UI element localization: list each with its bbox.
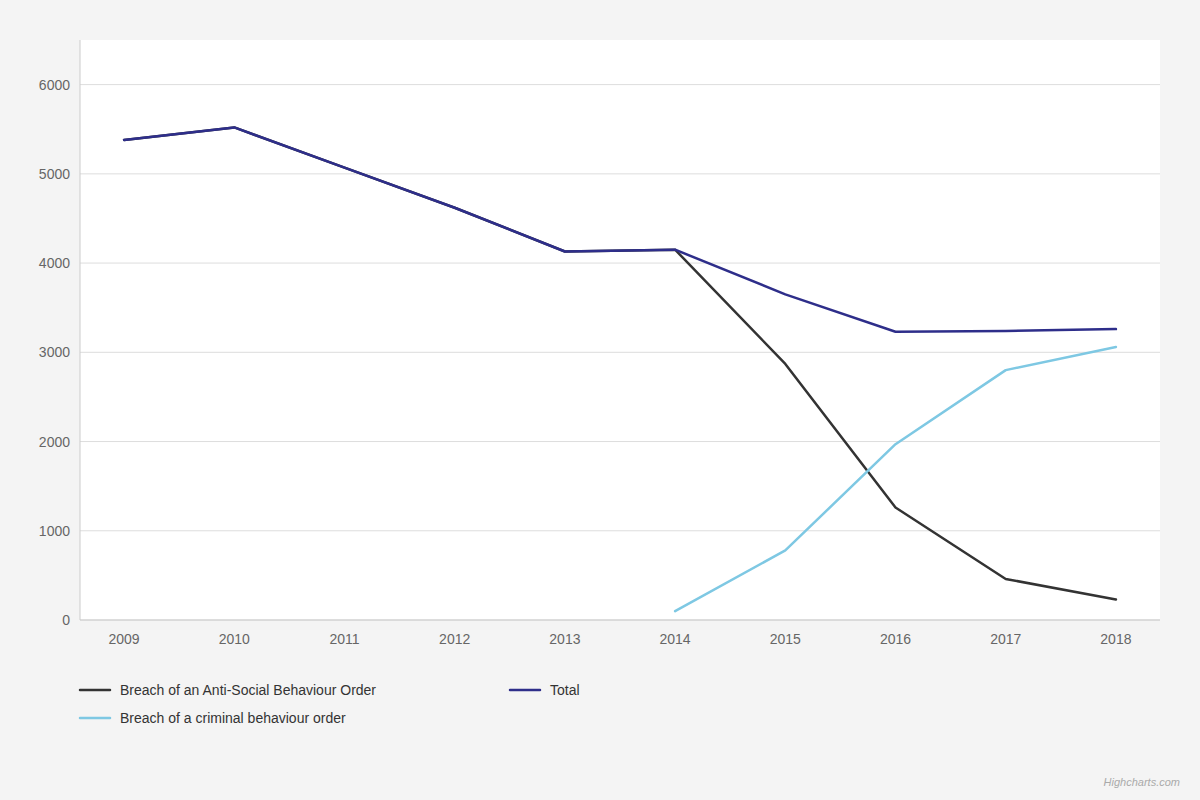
y-tick-label: 2000	[39, 434, 70, 450]
grid-line	[80, 352, 1160, 353]
grid-line	[80, 620, 1160, 621]
legend-swatch	[510, 689, 540, 692]
y-tick-label: 4000	[39, 255, 70, 271]
legend-swatch	[80, 689, 110, 692]
grid-line	[80, 530, 1160, 531]
legend: Breach of an Anti-Social Behaviour Order…	[80, 682, 580, 726]
x-tick-label: 2012	[439, 631, 470, 647]
x-axis-line	[80, 620, 1160, 621]
y-tick-label: 3000	[39, 344, 70, 360]
x-tick-label: 2018	[1100, 631, 1131, 647]
grid-line	[80, 263, 1160, 264]
legend-label: Total	[550, 682, 580, 698]
plot-area	[80, 40, 1160, 620]
y-axis-line	[80, 40, 81, 620]
series-group	[124, 127, 1116, 611]
x-tick-label: 2017	[990, 631, 1021, 647]
grid-line	[80, 84, 1160, 85]
y-tick-label: 1000	[39, 523, 70, 539]
watermark: Highcharts.com	[1104, 776, 1180, 788]
grid-line	[80, 173, 1160, 174]
x-tick-label: 2015	[770, 631, 801, 647]
legend-swatch	[80, 717, 110, 720]
x-tick-label: 2016	[880, 631, 911, 647]
y-tick-label: 0	[62, 612, 70, 628]
background	[0, 0, 1200, 800]
y-tick-label: 6000	[39, 77, 70, 93]
grid-line	[80, 441, 1160, 442]
x-tick-label: 2014	[660, 631, 691, 647]
x-tick-label: 2009	[109, 631, 140, 647]
x-tick-label: 2011	[329, 631, 359, 647]
series-line	[124, 127, 1116, 331]
x-tick-label: 2013	[549, 631, 580, 647]
series-line	[675, 347, 1116, 611]
series-line	[124, 127, 1116, 599]
chart: 0 1000 2000 3000 4000 5000 6000 2009 2010 2011 201…	[0, 0, 1200, 800]
y-tick-label: 5000	[39, 166, 70, 182]
legend-label: Breach of a criminal behaviour order	[120, 710, 346, 726]
x-tick-label: 2010	[219, 631, 250, 647]
legend-label: Breach of an Anti-Social Behaviour Order	[120, 682, 376, 698]
